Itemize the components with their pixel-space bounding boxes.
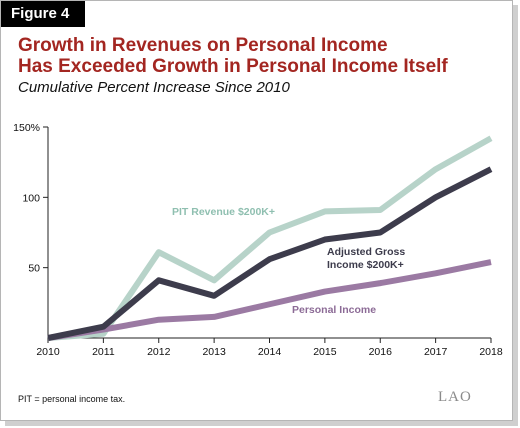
series-label: PIT Revenue $200K+ — [172, 206, 275, 218]
series-line — [47, 135, 493, 341]
x-tick-label: 2010 — [36, 346, 60, 358]
series-label: Adjusted Gross — [327, 246, 405, 258]
title-line-2: Has Exceeded Growth in Personal Income I… — [18, 56, 448, 77]
footnote: PIT = personal income tax. — [18, 394, 126, 404]
series-line — [47, 259, 492, 341]
lao-logo: LAO — [438, 389, 472, 405]
line-chart: 2010 2011 2012 2013 2014 2015 2016 2017 2018 50 10… — [13, 122, 503, 358]
x-tick-label: 2012 — [147, 346, 171, 358]
chart-title: Growth in Revenues on Personal Income Ha… — [18, 35, 498, 77]
y-tick-label: 50 — [28, 263, 40, 275]
series-line — [47, 166, 493, 341]
chart-axes: 2010 2011 2012 2013 2014 2015 2016 2017 2018 50 10… — [13, 122, 503, 358]
x-tick-label: 2014 — [258, 346, 282, 358]
x-tick-label: 2016 — [369, 346, 393, 358]
y-tick-label: 100 — [22, 192, 40, 204]
series-layer — [47, 135, 493, 341]
series-label: Income $200K+ — [327, 259, 404, 271]
x-tick-label: 2018 — [479, 346, 503, 358]
figure-frame: Figure 4 Growth in Revenues on Personal … — [0, 0, 513, 421]
x-tick-label: 2011 — [92, 346, 115, 358]
title-line-1: Growth in Revenues on Personal Income — [18, 35, 388, 56]
x-tick-label: 2017 — [424, 346, 448, 358]
y-tick-label: 150% — [13, 122, 40, 134]
x-tick-label: 2013 — [202, 346, 226, 358]
figure-label: Figure 4 — [1, 1, 86, 27]
chart-subtitle: Cumulative Percent Increase Since 2010 — [18, 79, 290, 96]
x-tick-label: 2015 — [313, 346, 337, 358]
series-label: Personal Income — [292, 304, 376, 316]
